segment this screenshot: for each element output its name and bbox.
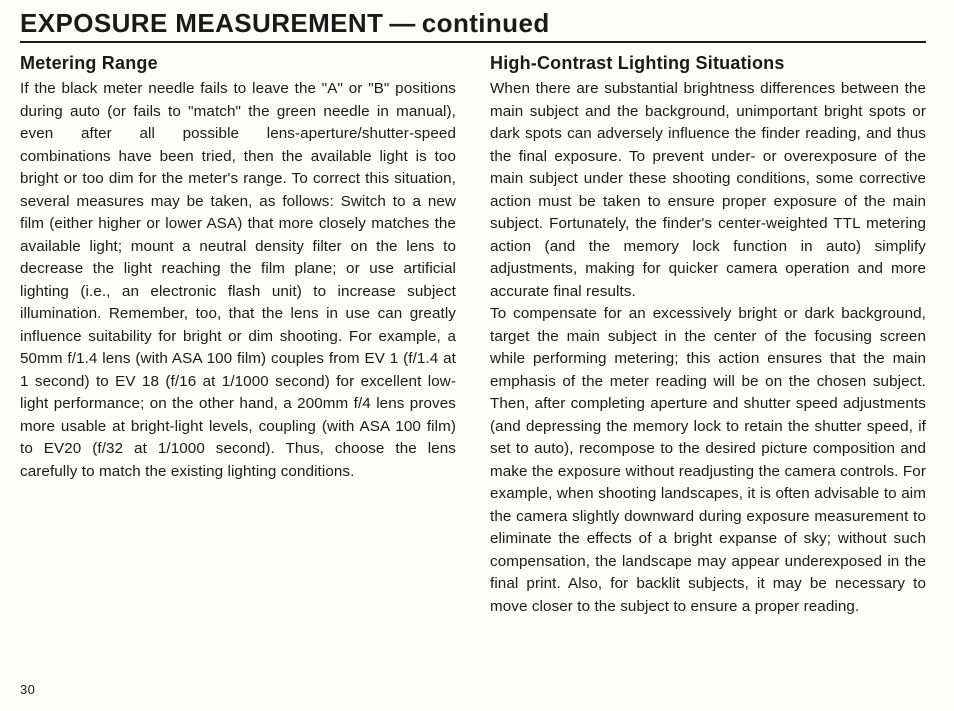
page-title: EXPOSURE MEASUREMENT—continued	[20, 8, 550, 38]
right-paragraph-1: When there are substantial brightness di…	[490, 78, 926, 303]
left-heading: Metering Range	[20, 53, 456, 74]
left-paragraph: If the black meter needle fails to leave…	[20, 78, 456, 483]
left-column: Metering Range If the black meter needle…	[20, 53, 456, 618]
title-dash: —	[383, 8, 421, 38]
right-body: When there are substantial brightness di…	[490, 78, 926, 618]
title-row: EXPOSURE MEASUREMENT—continued	[20, 8, 926, 43]
columns: Metering Range If the black meter needle…	[20, 53, 926, 618]
right-paragraph-2: To compensate for an excessively bright …	[490, 303, 926, 618]
page-number: 30	[20, 682, 35, 697]
page-root: EXPOSURE MEASUREMENT—continued Metering …	[0, 0, 954, 711]
left-body: If the black meter needle fails to leave…	[20, 78, 456, 483]
right-heading: High-Contrast Lighting Situations	[490, 53, 926, 74]
title-continued: continued	[422, 8, 550, 38]
title-main: EXPOSURE MEASUREMENT	[20, 8, 383, 38]
right-column: High-Contrast Lighting Situations When t…	[490, 53, 926, 618]
